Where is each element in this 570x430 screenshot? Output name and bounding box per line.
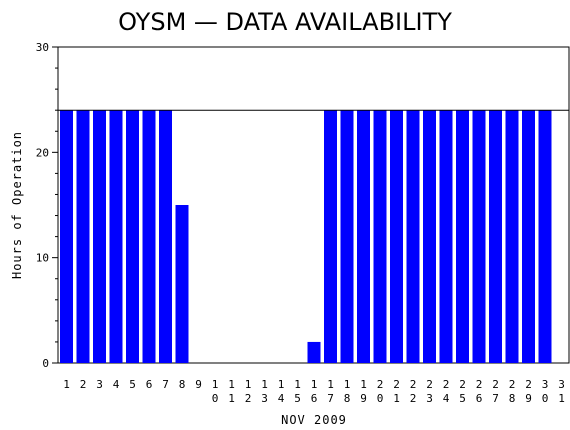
y-tick-label: 30 (36, 41, 49, 54)
bar-day-5 (126, 110, 139, 363)
bar-day-26 (472, 110, 486, 363)
bar-day-1 (60, 110, 73, 363)
x-tick-label-day-13: 3 (261, 392, 268, 405)
bar-day-2 (76, 110, 90, 363)
x-tick-label-day-18: 1 (344, 378, 351, 391)
x-tick-label-day-30: 3 (542, 378, 549, 391)
bar-day-3 (93, 110, 106, 363)
x-tick-label-day-25: 2 (459, 378, 466, 391)
bar-day-7 (159, 110, 172, 363)
x-tick-label-day-26: 2 (476, 378, 483, 391)
x-axis: 1 2 3 4 5 6 7 8 9 1011121314151617181920212223242… (63, 378, 565, 405)
x-tick-label-day-3: 3 (96, 378, 103, 391)
x-tick-label-day-2: 2 (80, 378, 87, 391)
x-tick-label-day-11: 1 (228, 378, 235, 391)
x-tick-label-day-16: 1 (311, 378, 318, 391)
bar-day-18 (340, 110, 354, 363)
bar-day-16 (307, 341, 321, 363)
x-tick-label-day-22: 2 (410, 378, 417, 391)
x-axis-label: NOV 2009 (281, 413, 347, 427)
bars (60, 110, 552, 363)
x-tick-label-day-14: 1 (278, 378, 285, 391)
y-tick-label: 0 (42, 357, 49, 370)
bar-day-22 (406, 110, 420, 363)
x-tick-label-day-23: 2 (426, 378, 433, 391)
x-tick-label-day-21: 2 (393, 378, 400, 391)
y-tick-label: 10 (36, 252, 49, 265)
x-tick-label-day-27: 2 (492, 378, 499, 391)
x-tick-label-day-13: 1 (261, 378, 268, 391)
x-tick-label-day-25: 5 (459, 392, 466, 405)
bar-day-25 (456, 110, 469, 363)
x-tick-label-day-8: 8 (179, 378, 186, 391)
y-tick-label: 20 (36, 146, 49, 159)
bar-day-28 (505, 110, 519, 363)
x-tick-label-day-29: 2 (525, 378, 532, 391)
x-tick-label-day-24: 2 (443, 378, 450, 391)
x-tick-label-day-17: 1 (327, 378, 334, 391)
x-tick-label-day-17: 7 (327, 392, 334, 405)
x-tick-label-day-14: 4 (278, 392, 285, 405)
bar-day-24 (439, 110, 453, 363)
x-tick-label-day-9: 9 (195, 378, 202, 391)
bar-day-21 (390, 110, 403, 363)
x-tick-label-day-31: 3 (558, 378, 565, 391)
x-tick-label-day-15: 5 (294, 392, 301, 405)
bar-day-23 (423, 110, 436, 363)
y-axis-label: Hours of Operation (10, 131, 24, 279)
x-tick-label-day-10: 0 (212, 392, 219, 405)
bar-day-20 (373, 110, 387, 363)
bar-day-17 (324, 110, 337, 363)
x-tick-label-day-20: 0 (377, 392, 384, 405)
x-tick-label-day-1: 1 (63, 378, 70, 391)
x-tick-label-day-20: 2 (377, 378, 384, 391)
x-tick-label-day-21: 1 (393, 392, 400, 405)
x-tick-label-day-15: 1 (294, 378, 301, 391)
bar-day-4 (109, 110, 123, 363)
x-tick-label-day-28: 8 (509, 392, 516, 405)
x-tick-label-day-29: 9 (525, 392, 532, 405)
bar-day-19 (357, 110, 370, 363)
bar-day-29 (522, 110, 535, 363)
x-tick-label-day-12: 1 (245, 378, 252, 391)
x-tick-label-day-26: 6 (476, 392, 483, 405)
x-tick-label-day-4: 4 (113, 378, 120, 391)
x-tick-label-day-27: 7 (492, 392, 499, 405)
x-tick-label-day-5: 5 (129, 378, 136, 391)
x-tick-label-day-24: 4 (443, 392, 450, 405)
x-tick-label-day-19: 9 (360, 392, 367, 405)
x-tick-label-day-12: 2 (245, 392, 252, 405)
bar-day-30 (538, 110, 552, 363)
bar-day-6 (142, 110, 156, 363)
x-tick-label-day-11: 1 (228, 392, 235, 405)
x-tick-label-day-22: 2 (410, 392, 417, 405)
x-tick-label-day-16: 6 (311, 392, 318, 405)
y-axis: 0 10 20 30 (36, 41, 58, 370)
x-tick-label-day-31: 1 (558, 392, 565, 405)
x-tick-label-day-18: 8 (344, 392, 351, 405)
bar-day-27 (489, 110, 502, 363)
x-tick-label-day-19: 1 (360, 378, 367, 391)
bar-day-8 (175, 205, 189, 363)
x-tick-label-day-28: 2 (509, 378, 516, 391)
x-tick-label-day-23: 3 (426, 392, 433, 405)
chart-title: OYSM — DATA AVAILABILITY (118, 8, 452, 36)
x-tick-label-day-30: 0 (542, 392, 549, 405)
x-tick-label-day-6: 6 (146, 378, 153, 391)
x-tick-label-day-7: 7 (162, 378, 169, 391)
x-tick-label-day-10: 1 (212, 378, 219, 391)
